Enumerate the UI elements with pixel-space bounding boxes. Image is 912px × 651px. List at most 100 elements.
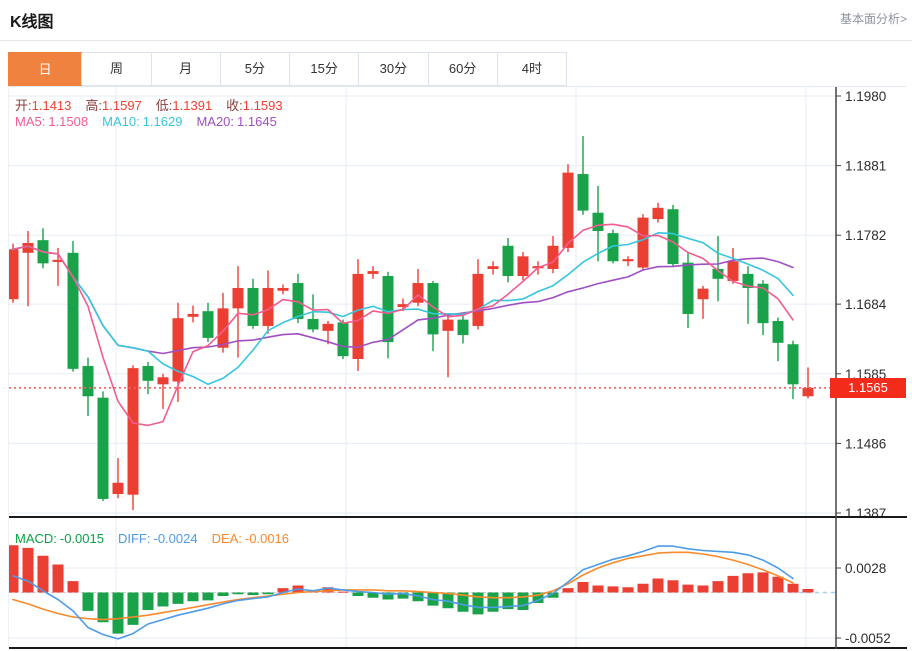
candle-body[interactable] [712,268,724,279]
macd-bar[interactable] [562,588,574,593]
candle-body[interactable] [412,283,424,303]
macd-bar[interactable] [232,592,244,595]
candle-body[interactable] [427,283,439,335]
tab-周[interactable]: 周 [81,53,151,85]
macd-bar[interactable] [637,583,649,593]
candle-body[interactable] [67,252,79,369]
macd-bar[interactable] [442,592,454,609]
candle-body[interactable] [337,322,349,357]
macd-bar[interactable] [517,592,529,610]
candle-body[interactable] [727,261,739,281]
macd-bar[interactable] [412,592,424,602]
candle-body[interactable] [232,287,244,309]
candle-body[interactable] [202,311,214,338]
macd-bar[interactable] [607,586,619,593]
candle-body[interactable] [472,273,484,326]
macd-bar[interactable] [22,547,34,593]
candle-body[interactable] [52,259,64,262]
fundamental-analysis-link[interactable]: 基本面分析> [839,12,907,26]
macd-bar[interactable] [217,592,229,596]
macd-bar[interactable] [472,592,484,615]
candle-body[interactable] [457,319,469,336]
macd-bar[interactable] [97,592,109,623]
macd-bar[interactable] [52,564,64,593]
candle-body[interactable] [142,366,154,381]
macd-bar[interactable] [352,592,364,596]
tab-15分[interactable]: 15分 [289,53,359,85]
macd-bar[interactable] [397,592,409,599]
macd-bar[interactable] [382,592,394,600]
candle-body[interactable] [322,323,334,331]
macd-bar[interactable] [9,545,19,593]
macd-bar[interactable] [592,585,604,593]
candle-body[interactable] [307,318,319,330]
candle-body[interactable] [547,245,559,269]
candle-body[interactable] [367,271,379,274]
macd-bar[interactable] [757,572,769,593]
candle-body[interactable] [577,174,589,211]
macd-bar[interactable] [82,592,94,611]
macd-bar[interactable] [547,592,559,598]
candle-body[interactable] [157,377,169,385]
macd-bar[interactable] [622,587,634,593]
tab-60分[interactable]: 60分 [427,53,497,85]
candle-body[interactable] [9,249,19,300]
macd-bar[interactable] [337,591,349,593]
candle-body[interactable] [667,209,679,265]
candle-body[interactable] [292,283,304,319]
macd-bar[interactable] [262,592,274,595]
candle-body[interactable] [97,397,109,499]
candle-body[interactable] [442,319,454,331]
candle-body[interactable] [382,276,394,343]
candle-body[interactable] [247,287,259,326]
candle-body[interactable] [622,259,634,262]
kline-chart-area[interactable]: 1.1980 1.1881 1.1782 1.1684 1.1585 1.1486 1.13… [8,86,907,649]
candle-body[interactable] [262,287,274,326]
candle-body[interactable] [772,321,784,343]
macd-bar[interactable] [457,592,469,612]
candle-body[interactable] [592,212,604,232]
tab-日[interactable]: 日 [8,52,83,86]
candle-body[interactable] [277,287,289,291]
candle-body[interactable] [787,344,799,385]
macd-bar[interactable] [772,576,784,593]
macd-bar[interactable] [802,589,814,593]
tab-30分[interactable]: 30分 [358,53,428,85]
candle-body[interactable] [652,207,664,220]
kline-chart-svg[interactable]: 1.19801.18811.17821.16841.15851.14861.13… [9,87,907,649]
tab-月[interactable]: 月 [150,53,220,85]
macd-bar[interactable] [202,592,214,601]
macd-bar[interactable] [127,592,139,625]
candle-body[interactable] [607,233,619,262]
macd-bar[interactable] [652,578,664,593]
candle-body[interactable] [352,273,364,359]
macd-bar[interactable] [37,555,49,593]
candle-body[interactable] [742,273,754,288]
macd-bar[interactable] [172,592,184,604]
macd-bar[interactable] [577,582,589,593]
macd-bar[interactable] [142,592,154,610]
candle-body[interactable] [112,482,124,495]
candle-body[interactable] [502,245,514,277]
macd-bar[interactable] [187,592,199,602]
macd-bar[interactable] [742,573,754,593]
macd-bar[interactable] [532,592,544,603]
macd-bar[interactable] [697,585,709,593]
tab-5分[interactable]: 5分 [219,53,290,85]
macd-bar[interactable] [247,592,259,596]
macd-bar[interactable] [157,592,169,607]
candle-body[interactable] [562,172,574,248]
macd-bar[interactable] [322,587,334,593]
candle-body[interactable] [22,242,34,253]
candle-body[interactable] [757,283,769,324]
candle-body[interactable] [187,313,199,317]
macd-bar[interactable] [502,592,514,610]
candle-body[interactable] [697,288,709,300]
macd-bar[interactable] [727,575,739,593]
candle-body[interactable] [217,308,229,348]
candle-body[interactable] [517,256,529,277]
tab-4时[interactable]: 4时 [496,53,566,85]
macd-bar[interactable] [682,584,694,593]
macd-bar[interactable] [487,592,499,612]
candle-body[interactable] [637,217,649,268]
